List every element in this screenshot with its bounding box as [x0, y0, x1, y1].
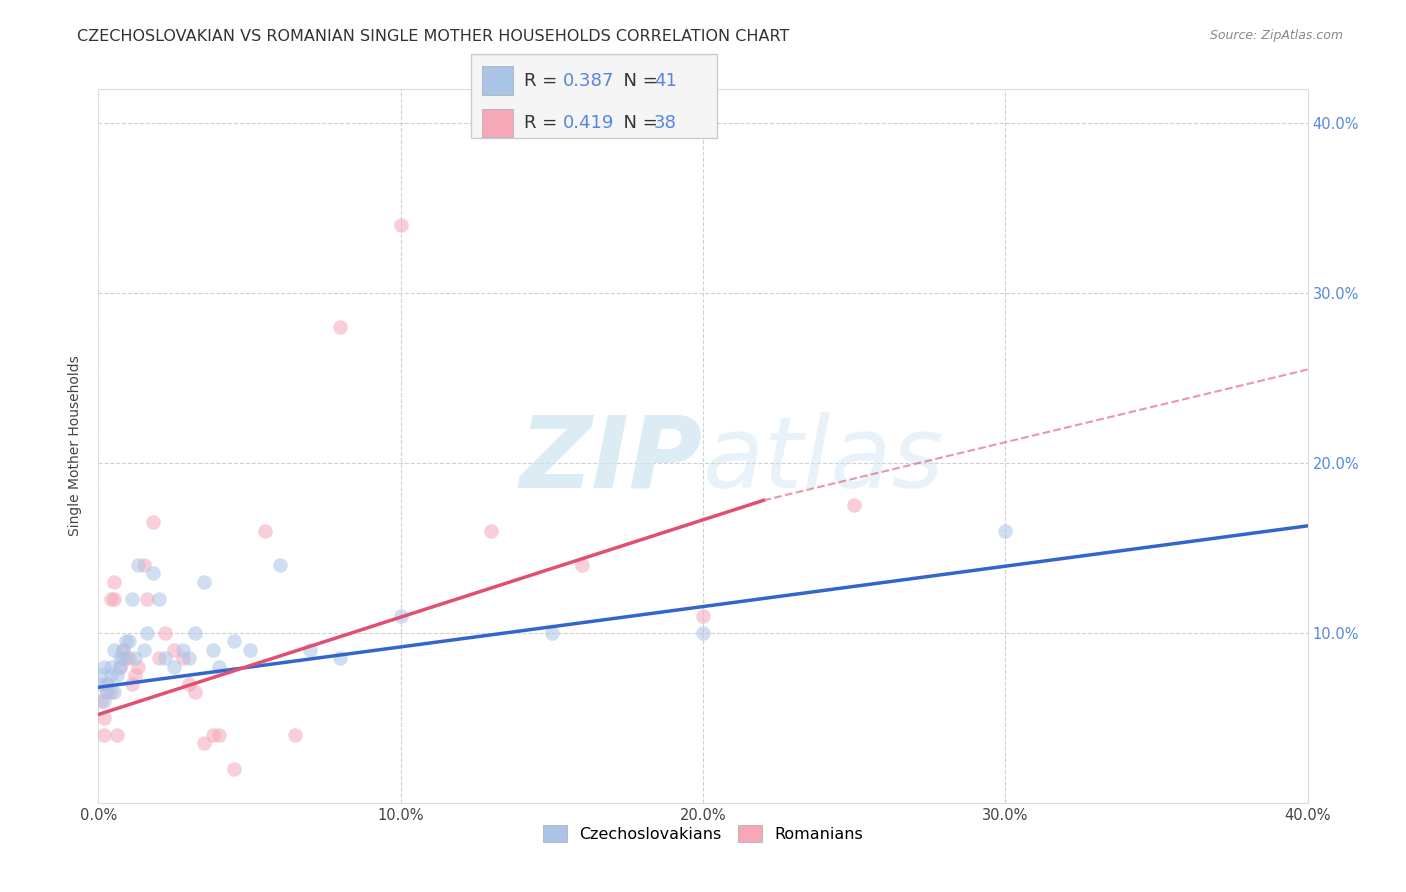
Point	[299, 643, 322, 657]
Point	[142, 566, 165, 581]
Point	[269, 558, 291, 572]
Text: Source: ZipAtlas.com: Source: ZipAtlas.com	[1209, 29, 1343, 42]
Point	[844, 499, 866, 513]
Point	[90, 677, 112, 691]
Text: N =: N =	[612, 114, 664, 132]
Point	[208, 728, 231, 742]
Point	[103, 591, 125, 606]
Point	[571, 558, 593, 572]
Point	[239, 643, 262, 657]
Text: R =: R =	[524, 71, 564, 89]
Point	[96, 685, 118, 699]
Point	[96, 677, 118, 691]
Point	[90, 668, 112, 682]
Point	[114, 651, 136, 665]
Point	[193, 736, 215, 750]
Point	[105, 728, 128, 742]
Point	[111, 643, 134, 657]
Point	[153, 651, 176, 665]
Point	[108, 660, 131, 674]
Point	[208, 660, 231, 674]
Point	[135, 626, 157, 640]
Point	[481, 524, 503, 538]
Point	[111, 651, 134, 665]
Point	[329, 320, 352, 334]
Point	[132, 558, 155, 572]
Point	[100, 685, 122, 699]
Point	[103, 643, 125, 657]
Text: atlas: atlas	[703, 412, 945, 508]
Point	[121, 677, 143, 691]
Point	[96, 685, 118, 699]
Point	[93, 694, 115, 708]
Text: ZIP: ZIP	[520, 412, 703, 508]
Point	[114, 634, 136, 648]
Point	[540, 626, 562, 640]
Point	[153, 626, 176, 640]
Point	[124, 651, 146, 665]
Point	[103, 685, 125, 699]
Point	[179, 677, 201, 691]
Point	[148, 651, 170, 665]
Point	[994, 524, 1017, 538]
Point	[148, 591, 170, 606]
Point	[105, 668, 128, 682]
Point	[127, 558, 149, 572]
Point	[118, 634, 141, 648]
Point	[692, 626, 714, 640]
Point	[142, 516, 165, 530]
Point	[172, 651, 194, 665]
Text: 41: 41	[654, 71, 676, 89]
Point	[135, 591, 157, 606]
Y-axis label: Single Mother Households: Single Mother Households	[69, 356, 83, 536]
Text: 0.419: 0.419	[562, 114, 614, 132]
Point	[132, 643, 155, 657]
Text: N =: N =	[612, 71, 664, 89]
Point	[127, 660, 149, 674]
Point	[108, 660, 131, 674]
Point	[172, 643, 194, 657]
Point	[163, 643, 186, 657]
Point	[118, 651, 141, 665]
Point	[103, 574, 125, 589]
Point	[96, 677, 118, 691]
Point	[202, 728, 225, 742]
Point	[224, 762, 246, 776]
Point	[692, 608, 714, 623]
Point	[224, 634, 246, 648]
Point	[100, 660, 122, 674]
Point	[184, 626, 207, 640]
Text: 0.387: 0.387	[562, 71, 614, 89]
Point	[111, 643, 134, 657]
Point	[389, 218, 412, 232]
Point	[163, 660, 186, 674]
Point	[93, 660, 115, 674]
Point	[253, 524, 276, 538]
Text: R =: R =	[524, 114, 564, 132]
Text: 38: 38	[654, 114, 676, 132]
Point	[179, 651, 201, 665]
Point	[108, 651, 131, 665]
Point	[100, 668, 122, 682]
Point	[389, 608, 412, 623]
Point	[100, 591, 122, 606]
Point	[93, 728, 115, 742]
Legend: Czechoslovakians, Romanians: Czechoslovakians, Romanians	[536, 819, 870, 848]
Point	[121, 591, 143, 606]
Point	[184, 685, 207, 699]
Point	[284, 728, 307, 742]
Point	[90, 694, 112, 708]
Point	[93, 711, 115, 725]
Point	[202, 643, 225, 657]
Text: CZECHOSLOVAKIAN VS ROMANIAN SINGLE MOTHER HOUSEHOLDS CORRELATION CHART: CZECHOSLOVAKIAN VS ROMANIAN SINGLE MOTHE…	[77, 29, 790, 44]
Point	[193, 574, 215, 589]
Point	[329, 651, 352, 665]
Point	[124, 668, 146, 682]
